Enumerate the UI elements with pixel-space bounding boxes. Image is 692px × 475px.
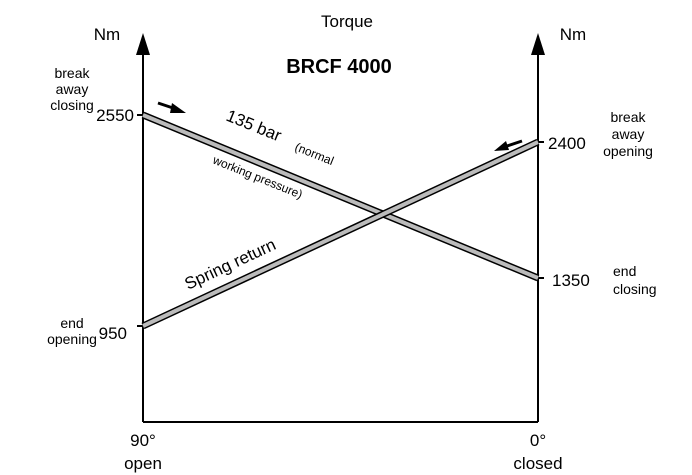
value: 1350 <box>552 271 590 290</box>
arrows <box>157 101 523 151</box>
lines <box>141 111 540 330</box>
axes <box>136 33 545 423</box>
caption: opening <box>47 331 97 347</box>
caption: opening <box>603 143 653 159</box>
value: 2400 <box>548 134 586 153</box>
value: 950 <box>99 324 127 343</box>
model: BRCF 4000 <box>286 56 392 78</box>
value: 2550 <box>96 106 134 125</box>
line-note: (normal <box>293 140 336 168</box>
caption: away <box>56 81 89 97</box>
axis-end: 0° <box>530 431 546 450</box>
unit: Nm <box>94 25 120 44</box>
caption: break <box>54 65 90 81</box>
axis-end: 90° <box>130 431 156 450</box>
axis-end: open <box>124 454 162 473</box>
caption: closing <box>613 281 657 297</box>
title: Torque <box>321 12 373 31</box>
line-label: 135 bar <box>224 106 285 145</box>
caption: break <box>610 109 646 125</box>
caption: away <box>612 126 645 142</box>
unit: Nm <box>560 25 586 44</box>
caption: closing <box>50 97 94 113</box>
caption: end <box>60 315 83 331</box>
axis-end: closed <box>513 454 562 473</box>
caption: end <box>613 263 636 279</box>
